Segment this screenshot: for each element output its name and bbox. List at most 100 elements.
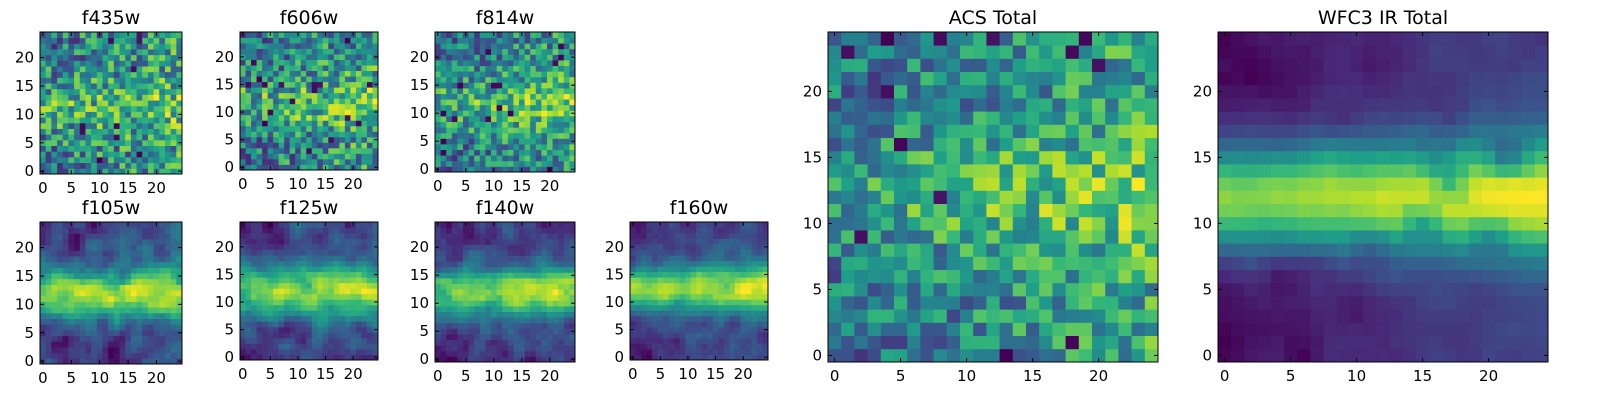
heatmap-cell	[685, 238, 692, 245]
heatmap-cell	[491, 127, 497, 134]
heatmap-cell	[446, 71, 453, 78]
heatmap-cell	[734, 293, 741, 300]
heatmap-cell	[468, 104, 475, 111]
heatmap-cell	[696, 343, 703, 350]
heatmap-cell	[40, 151, 47, 158]
heatmap-cell	[170, 117, 177, 124]
heatmap-cell	[278, 282, 285, 289]
heatmap-cell	[311, 260, 318, 267]
heatmap-cell	[552, 99, 559, 106]
heatmap-cell	[530, 300, 537, 307]
heatmap-cell	[267, 136, 274, 143]
heatmap-cell	[451, 311, 458, 318]
heatmap-cell	[547, 328, 553, 335]
heatmap-cell	[355, 282, 362, 289]
heatmap-cell	[894, 348, 908, 363]
heatmap-cell	[946, 177, 961, 191]
heatmap-cell	[344, 343, 351, 350]
heatmap-cell	[740, 332, 747, 339]
heatmap-cell	[502, 32, 509, 38]
heatmap-cell	[344, 249, 351, 256]
heatmap-cell	[51, 139, 58, 146]
heatmap-cell	[267, 76, 274, 83]
heatmap-cell	[273, 76, 280, 83]
heatmap-cell	[333, 260, 340, 267]
heatmap-cell	[751, 260, 758, 267]
heatmap-cell	[245, 288, 252, 295]
heatmap-cell	[366, 32, 373, 38]
heatmap-cell	[707, 222, 714, 228]
heatmap-cell	[295, 321, 302, 328]
heatmap-cell	[690, 244, 697, 250]
heatmap-cell	[435, 93, 441, 100]
heatmap-cell	[245, 92, 252, 99]
heatmap-cell	[894, 256, 908, 270]
heatmap-cell	[79, 341, 86, 348]
heatmap-cell	[295, 48, 302, 55]
heatmap-cell	[113, 329, 120, 336]
heatmap-cell	[125, 346, 132, 354]
heatmap-cell	[273, 354, 280, 361]
heatmap-cell	[679, 244, 686, 250]
heatmap-cell	[641, 310, 647, 317]
heatmap-cell	[1065, 256, 1080, 270]
heatmap-cell	[524, 255, 531, 262]
heatmap-cell	[79, 346, 86, 354]
heatmap-cell	[57, 151, 64, 158]
heatmap-cell	[524, 328, 531, 335]
heatmap-cell	[328, 87, 335, 94]
heatmap-cell	[1078, 190, 1093, 204]
heatmap-cell	[496, 289, 503, 296]
heatmap-cell	[311, 114, 318, 121]
heatmap-cell	[652, 260, 658, 267]
heatmap-cell	[328, 293, 335, 300]
heatmap-cell	[311, 43, 318, 49]
heatmap-cell	[1026, 322, 1040, 336]
heatmap-cell	[496, 166, 503, 173]
heatmap-cell	[519, 322, 525, 329]
heatmap-cell	[300, 109, 307, 116]
panel-title: f814w	[476, 7, 535, 29]
heatmap-cell	[267, 282, 274, 289]
heatmap-cell	[756, 255, 763, 262]
heatmap-cell	[300, 354, 307, 361]
heatmap-cell	[322, 131, 329, 138]
heatmap-cell	[306, 103, 313, 110]
heatmap-cell	[513, 222, 520, 228]
heatmap-cell	[519, 65, 525, 72]
heatmap-cell	[457, 48, 464, 55]
heatmap-cell	[491, 266, 497, 273]
heatmap-cell	[311, 142, 318, 149]
heatmap-cell	[91, 37, 98, 44]
heatmap-cell	[45, 66, 52, 73]
heatmap-cell	[496, 356, 503, 363]
heatmap-cell	[762, 233, 769, 239]
heatmap-cell	[142, 335, 149, 342]
heatmap-cell	[854, 335, 868, 350]
heatmap-cell	[85, 250, 92, 257]
heatmap-cell	[102, 295, 109, 302]
heatmap-cell	[999, 216, 1014, 231]
heatmap-cell	[740, 299, 747, 306]
heatmap-cell	[322, 348, 329, 355]
heatmap-cell	[446, 88, 453, 94]
heatmap-cell	[51, 222, 58, 229]
heatmap-cell	[142, 151, 149, 158]
heatmap-cell	[657, 299, 664, 306]
heatmap-cell	[262, 271, 268, 278]
heatmap-cell	[435, 255, 441, 262]
heatmap-cell	[350, 81, 357, 88]
heatmap-cell	[339, 326, 346, 333]
heatmap-cell	[1026, 243, 1040, 257]
heatmap-cell	[569, 99, 576, 106]
heatmap-cell	[108, 284, 115, 291]
heatmap-cell	[446, 261, 453, 268]
heatmap-cell	[507, 317, 514, 324]
heatmap-cell	[474, 138, 481, 145]
heatmap-cell	[57, 77, 64, 84]
heatmap-cell	[164, 122, 172, 129]
heatmap-cell	[679, 288, 686, 295]
heatmap-cell	[322, 37, 329, 44]
heatmap-cell	[136, 233, 143, 240]
heatmap-cell	[85, 324, 92, 331]
